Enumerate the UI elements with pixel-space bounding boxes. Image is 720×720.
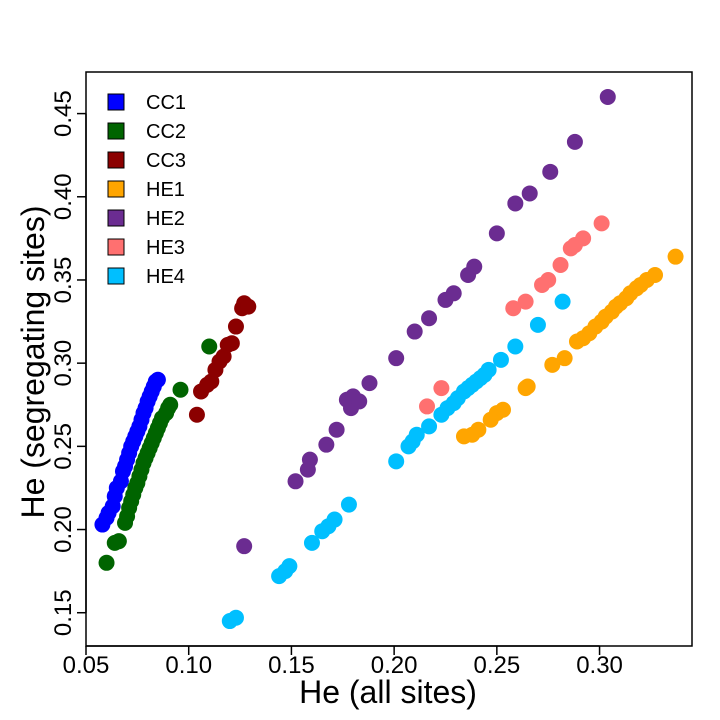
series-cc1 [94,371,166,533]
point-he2 [287,473,304,490]
point-he4 [227,609,244,626]
point-he1 [470,421,487,438]
legend-label-cc2: CC2 [146,121,186,143]
point-he3 [575,230,592,247]
point-he2 [318,436,335,453]
point-he2 [488,225,505,242]
point-he2 [521,185,538,202]
axes-layer: 0.05 0.10 0.15 0.20 0.25 0.30 0.15 0.20 0.25 0.30… [50,90,623,679]
point-he4 [480,361,497,378]
legend-label-cc1: CC1 [146,92,186,114]
point-he2 [236,538,253,555]
point-he2 [328,421,345,438]
y-axis-title: He (segregating sites) [15,205,51,518]
point-he4 [303,534,320,551]
point-he4 [340,496,357,513]
legend: CC1 CC2 CC3 HE1 HE2 HE3 HE4 [107,92,186,288]
point-he4 [529,316,546,333]
point-he4 [388,453,405,470]
legend-label-cc3: CC3 [146,150,186,172]
point-he3 [540,271,557,288]
legend-label-he1: HE1 [146,179,185,201]
y-tick-label: 0.25 [50,423,77,470]
point-he3 [517,293,534,310]
series-he4 [221,293,571,630]
point-cc2 [162,396,179,413]
point-he1 [519,378,536,395]
point-he4 [554,293,571,310]
point-he2 [388,350,405,367]
point-he2 [351,393,368,410]
point-he2 [421,310,438,327]
point-he3 [419,398,436,415]
point-he2 [566,133,583,150]
x-tick-label: 0.15 [268,652,315,679]
point-cc3 [227,318,244,335]
y-tick-label: 0.40 [50,173,77,220]
point-he2 [507,195,524,212]
legend-swatch-he1 [107,180,125,198]
x-tick-label: 0.05 [63,652,110,679]
point-cc2 [172,381,189,398]
legend-swatch-cc2 [107,122,125,140]
x-tick-label: 0.20 [371,652,418,679]
y-tick-label: 0.30 [50,340,77,387]
point-he2 [466,258,483,275]
point-he3 [433,380,450,397]
x-tick-label: 0.25 [473,652,520,679]
point-he2 [542,163,559,180]
legend-swatch-he4 [107,267,125,285]
point-cc3 [240,298,257,315]
point-cc2 [98,554,115,571]
point-he1 [495,401,512,418]
y-tick-label: 0.15 [50,589,77,636]
point-cc1 [149,371,166,388]
point-he1 [647,266,664,283]
point-he2 [599,88,616,105]
points-layer [94,88,684,630]
x-axis-title: He (all sites) [299,674,477,710]
point-he3 [552,256,569,273]
point-he4 [281,558,298,575]
point-he2 [301,451,318,468]
point-he1 [667,248,684,265]
point-cc2 [110,533,127,550]
series-he2 [236,88,616,555]
point-he1 [544,356,561,373]
series-he1 [455,248,684,445]
point-he2 [406,323,423,340]
x-tick-label: 0.30 [576,652,623,679]
point-he2 [445,285,462,302]
series-cc3 [188,295,257,423]
series-cc2 [98,338,218,571]
point-cc2 [201,338,218,355]
y-tick-label: 0.45 [50,90,77,137]
point-he4 [421,418,438,435]
y-tick-label: 0.20 [50,506,77,553]
series-he3 [419,215,610,415]
point-cc3 [188,406,205,423]
legend-label-he3: HE3 [146,237,185,259]
point-he4 [408,426,425,443]
point-he3 [593,215,610,232]
point-he1 [556,350,573,367]
point-he2 [361,375,378,392]
point-he4 [326,511,343,528]
point-he4 [492,351,509,368]
legend-swatch-cc1 [107,93,125,111]
point-he3 [505,300,522,317]
point-he4 [507,338,524,355]
point-cc3 [223,335,240,352]
legend-swatch-he2 [107,209,125,227]
legend-swatch-he3 [107,238,125,256]
legend-label-he4: HE4 [146,266,185,288]
y-tick-label: 0.35 [50,257,77,304]
legend-label-he2: HE2 [146,208,185,230]
legend-swatch-cc3 [107,151,125,169]
x-tick-label: 0.10 [165,652,212,679]
